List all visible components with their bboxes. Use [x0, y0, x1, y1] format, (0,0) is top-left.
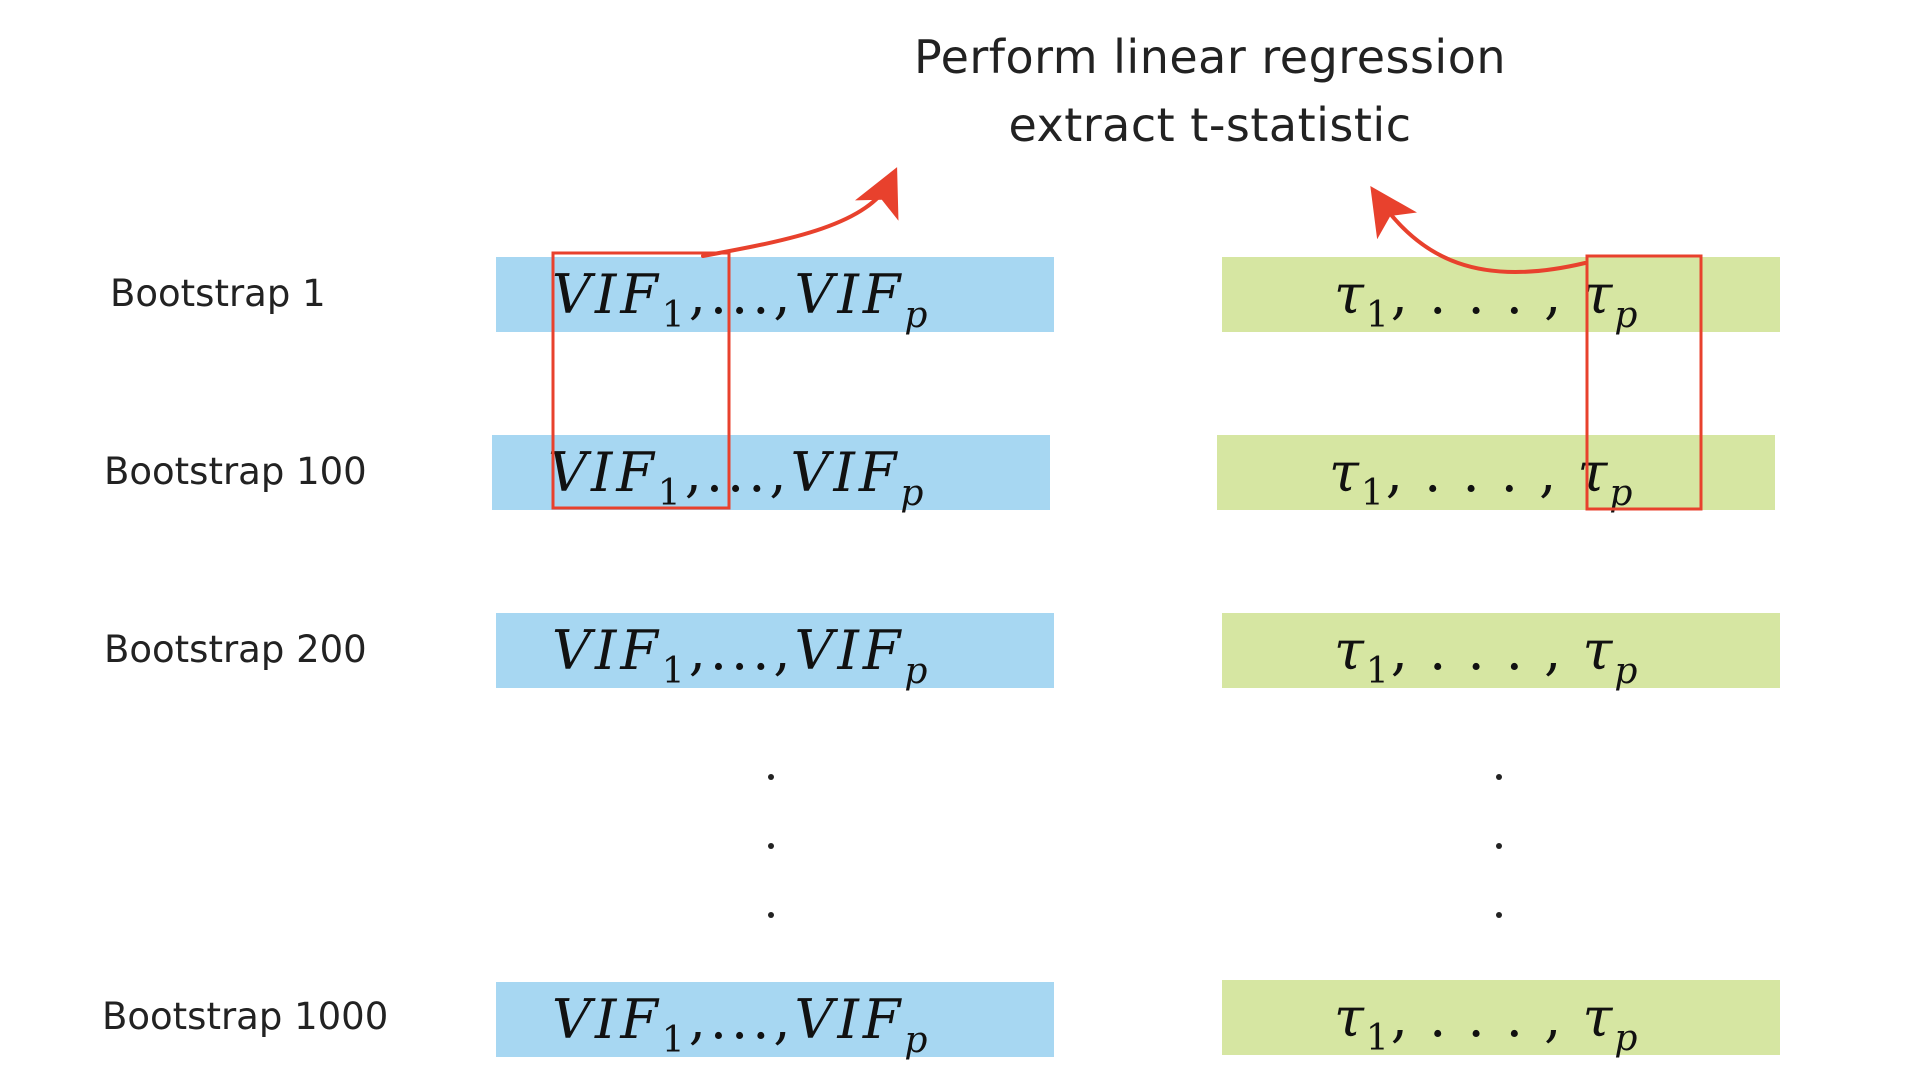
tau-bar-row-200: τ1, . . . , τp — [1222, 613, 1780, 692]
vif-first-column-highlight-box — [551, 251, 731, 510]
tau-formula: τ1, . . . , τp — [1334, 619, 1640, 692]
vif-bar-row-1: VIF1,...,VIFp — [496, 257, 1054, 336]
row-label-bootstrap-1: Bootstrap 1 — [110, 272, 326, 315]
arrow-to-t-statistic — [1370, 186, 1587, 275]
arrow-to-regression — [701, 167, 899, 258]
vif-bar-row-200: VIF1,...,VIFp — [496, 613, 1054, 692]
vif-bar-row-100: VIF1,...,VIFp — [492, 435, 1050, 514]
vif-formula: VIF1,...,VIFp — [548, 441, 928, 514]
row-label-bootstrap-1000: Bootstrap 1000 — [102, 995, 389, 1038]
tau-ellipsis-dot — [1496, 774, 1502, 780]
title-line-1: Perform linear regression — [913, 30, 1507, 84]
tau-bar-row-1: τ1, . . . , τp — [1222, 257, 1780, 336]
vif-ellipsis-dot — [768, 912, 774, 918]
tau-last-column-highlight-box — [1585, 254, 1703, 511]
row-label-bootstrap-100: Bootstrap 100 — [104, 450, 367, 493]
tau-ellipsis-dot — [1496, 912, 1502, 918]
tau-formula: τ1, . . . , τp — [1334, 986, 1640, 1059]
vif-bar-row-1000: VIF1,...,VIFp — [496, 982, 1054, 1061]
tau-formula: τ1, . . . , τp — [1334, 263, 1640, 336]
tau-bar-row-100: τ1, . . . , τp — [1217, 435, 1775, 514]
row-label-bootstrap-200: Bootstrap 200 — [104, 628, 367, 671]
vif-formula: VIF1,...,VIFp — [552, 988, 932, 1061]
vif-ellipsis-dot — [768, 843, 774, 849]
vif-formula: VIF1,...,VIFp — [552, 263, 932, 336]
tau-formula: τ1, . . . , τp — [1329, 441, 1635, 514]
vif-ellipsis-dot — [768, 774, 774, 780]
title-line-2: extract t-statistic — [1008, 98, 1412, 152]
tau-bar-row-1000: τ1, . . . , τp — [1222, 980, 1780, 1059]
tau-ellipsis-dot — [1496, 843, 1502, 849]
vif-formula: VIF1,...,VIFp — [552, 619, 932, 692]
